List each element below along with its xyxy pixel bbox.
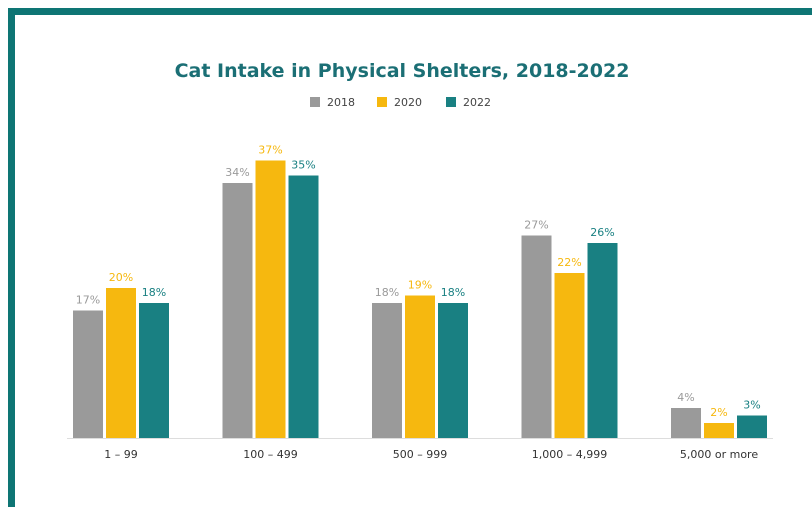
data-label-2022-1-99: 18% (142, 286, 166, 299)
data-label-2022-500-999: 18% (441, 286, 465, 299)
data-labels: 17% 20% 18% 34% 37% 35% 18% 19% 18% 27% 22% 26% 4% 2%… (76, 144, 761, 420)
chart-title: Cat Intake in Physical Shelters, 2018-20… (175, 60, 630, 82)
data-label-2018-1-000-4-999: 27% (524, 219, 548, 232)
bar-2020-5-000-or-more (704, 423, 734, 438)
data-label-2018-100-499: 34% (225, 166, 249, 179)
legend-swatch-2022 (446, 97, 456, 107)
bar-2022-5-000-or-more (737, 415, 767, 438)
data-label-2022-100-499: 35% (291, 159, 315, 172)
bar-2018-500-999 (372, 303, 402, 438)
legend: 2018 2020 2022 (310, 96, 491, 109)
bar-2018-1-000-4-999 (521, 235, 552, 438)
data-label-2022-1-000-4-999: 26% (590, 226, 614, 239)
bar-2020-1-99 (106, 288, 136, 438)
x-tick-label-100-499: 100 – 499 (243, 448, 297, 461)
bar-2020-100-499 (255, 160, 286, 438)
data-label-2018-5-000-or-more: 4% (677, 391, 694, 404)
x-tick-label-500-999: 500 – 999 (393, 448, 447, 461)
x-axis-ticks: 1 – 99 100 – 499 500 – 999 1,000 – 4,999 5,0… (104, 448, 758, 461)
legend-swatch-2018 (310, 97, 320, 107)
legend-label-2018: 2018 (327, 96, 355, 109)
x-tick-label-1-000-4-999: 1,000 – 4,999 (532, 448, 607, 461)
data-label-2022-5-000-or-more: 3% (743, 399, 760, 412)
bars (73, 160, 767, 438)
bar-2018-5-000-or-more (671, 408, 701, 438)
bar-2022-500-999 (438, 303, 468, 438)
x-tick-label-5-000-or-more: 5,000 or more (680, 448, 758, 461)
bar-2018-1-99 (73, 310, 103, 438)
legend-swatch-2020 (377, 97, 387, 107)
data-label-2020-1-99: 20% (109, 271, 133, 284)
data-label-2018-1-99: 17% (76, 294, 100, 307)
bar-2018-100-499 (222, 183, 253, 438)
data-label-2020-500-999: 19% (408, 279, 432, 292)
data-label-2018-500-999: 18% (375, 286, 399, 299)
bar-2022-1-000-4-999 (587, 243, 618, 438)
data-label-2020-1-000-4-999: 22% (557, 256, 581, 269)
bar-2020-1-000-4-999 (554, 273, 585, 438)
legend-label-2020: 2020 (394, 96, 422, 109)
legend-label-2022: 2022 (463, 96, 491, 109)
data-label-2020-5-000-or-more: 2% (710, 406, 727, 419)
data-label-2020-100-499: 37% (258, 144, 282, 157)
bar-2020-500-999 (405, 295, 435, 438)
bar-2022-100-499 (288, 175, 319, 438)
bar-2022-1-99 (139, 303, 169, 438)
x-tick-label-1-99: 1 – 99 (104, 448, 138, 461)
